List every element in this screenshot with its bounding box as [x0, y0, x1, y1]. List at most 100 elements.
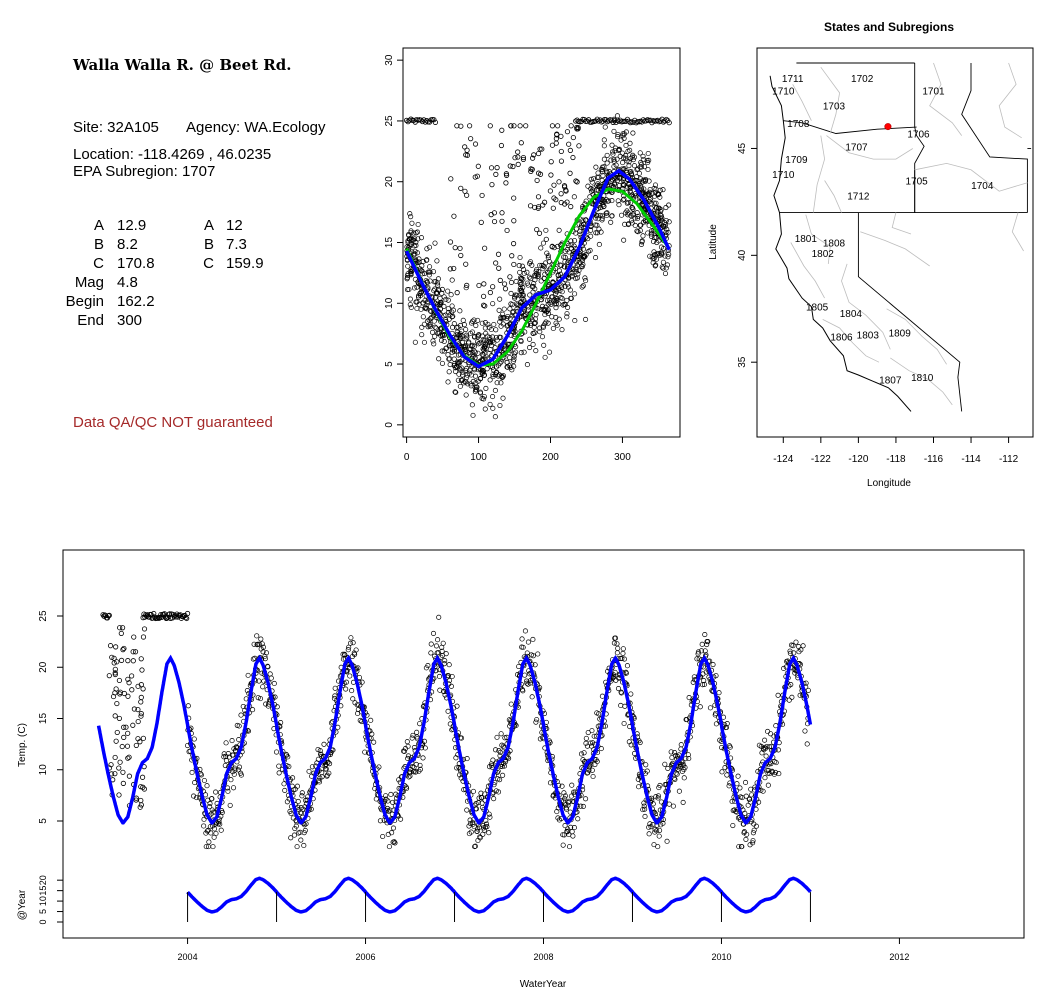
data-point: [561, 264, 568, 270]
map-frame: [756, 47, 1034, 438]
data-point: [424, 246, 430, 252]
data-point: [634, 215, 641, 222]
data-point: [489, 764, 495, 770]
data-point: [407, 773, 413, 779]
data-point: [593, 164, 599, 170]
data-point: [464, 282, 470, 288]
data-point: [321, 741, 327, 747]
subregion-boundary: [826, 135, 914, 160]
data-point: [232, 767, 238, 773]
data-point: [651, 249, 657, 255]
region-label: 1709: [785, 155, 808, 166]
param-label: Mag: [74, 274, 104, 291]
data-point: [445, 708, 451, 714]
data-point: [503, 180, 509, 186]
data-point: [615, 174, 621, 180]
data-point: [533, 348, 539, 354]
data-point: [553, 197, 559, 203]
data-point: [135, 706, 141, 713]
y-tick-label: 15: [38, 713, 49, 725]
data-point: [601, 143, 607, 149]
data-point: [125, 693, 131, 699]
data-point: [621, 720, 627, 727]
data-point: [112, 690, 118, 696]
x-tick-label: -124: [773, 454, 793, 465]
data-point: [454, 329, 460, 335]
data-point: [294, 844, 300, 850]
data-point: [420, 755, 426, 761]
data-point: [647, 253, 653, 259]
y-tick-label: 10: [384, 297, 395, 309]
data-point: [430, 630, 437, 636]
data-point: [629, 205, 636, 211]
data-point: [478, 219, 484, 225]
data-point: [663, 204, 669, 211]
data-point: [490, 372, 496, 378]
data-point: [299, 790, 305, 796]
data-point: [385, 798, 391, 804]
data-point: [625, 184, 631, 190]
data-point: [518, 288, 525, 294]
data-point: [717, 737, 723, 743]
data-point: [474, 339, 481, 345]
data-point: [522, 313, 528, 319]
data-point: [554, 295, 560, 302]
data-point: [454, 765, 460, 771]
data-point: [713, 721, 719, 727]
data-point: [539, 334, 545, 340]
subregion-boundary: [891, 212, 912, 235]
data-point: [549, 314, 555, 320]
data-point: [436, 287, 442, 293]
data-point: [595, 187, 601, 193]
data-point: [620, 131, 626, 137]
data-point: [512, 328, 518, 335]
data-point: [491, 796, 497, 802]
data-point: [542, 312, 548, 318]
data-point: [729, 798, 735, 805]
x-tick-label: -116: [924, 454, 944, 465]
region-label: 1712: [847, 191, 870, 202]
data-point: [418, 117, 424, 123]
data-point: [508, 279, 515, 285]
data-point: [129, 687, 135, 693]
data-point: [739, 795, 745, 801]
data-point: [529, 262, 535, 268]
region-label: 1802: [812, 249, 835, 260]
data-point: [786, 697, 792, 703]
data-point: [419, 332, 425, 338]
data-point: [655, 844, 661, 850]
data-point: [121, 724, 127, 730]
data-point: [547, 780, 554, 786]
data-point: [739, 844, 745, 850]
doy-axes: 0 100 200 300 0 5 10 15 20 25 30: [384, 54, 631, 463]
data-point: [489, 338, 495, 344]
data-point: [615, 134, 621, 140]
data-point: [787, 650, 793, 656]
data-point: [602, 124, 608, 130]
data-point: [457, 331, 463, 337]
data-point: [508, 123, 514, 129]
data-point: [756, 799, 762, 805]
data-point: [524, 680, 530, 686]
data-point: [615, 685, 622, 692]
data-point: [790, 643, 796, 649]
data-point: [447, 356, 453, 362]
data-point: [623, 153, 629, 159]
data-point: [530, 653, 536, 659]
data-point: [458, 735, 465, 741]
data-point: [227, 802, 233, 808]
data-point: [604, 152, 610, 158]
data-point: [644, 768, 650, 774]
data-point: [583, 251, 589, 257]
data-point: [437, 302, 443, 308]
data-point: [285, 754, 291, 760]
data-point: [413, 769, 419, 775]
data-point: [773, 760, 779, 766]
data-point: [589, 728, 595, 734]
data-point: [485, 321, 491, 327]
data-point: [537, 329, 543, 335]
data-point: [508, 364, 514, 370]
data-point: [518, 140, 524, 146]
data-point: [184, 610, 191, 617]
data-point: [141, 626, 148, 632]
